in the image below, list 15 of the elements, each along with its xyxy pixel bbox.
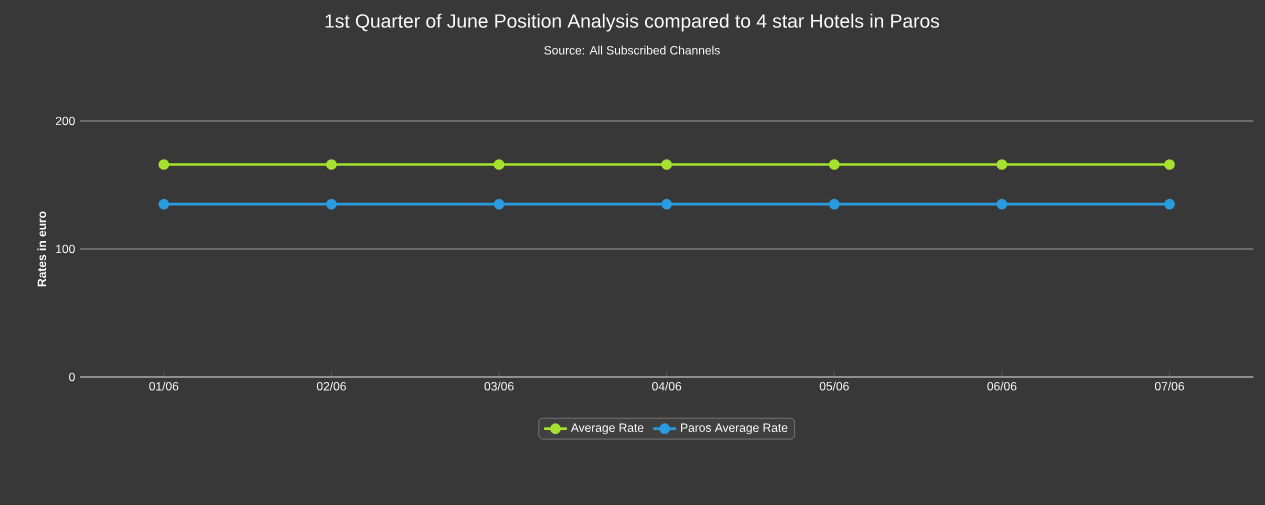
y-tick-label: 0 bbox=[69, 372, 75, 382]
chart-subtitle: Source: All Subscribed Channels bbox=[544, 45, 720, 55]
x-tick-label: 06/06 bbox=[987, 381, 1017, 391]
y-tick-label: 200 bbox=[55, 116, 75, 126]
legend-label: Paros Average Rate bbox=[681, 423, 788, 435]
x-tick-label: 07/06 bbox=[1154, 381, 1185, 391]
chart-title: 1st Quarter of June Position Analysis compared to 4 star Hotels in Paros bbox=[325, 13, 940, 32]
x-tick-label: 04/06 bbox=[652, 381, 682, 391]
x-tick-label: 03/06 bbox=[484, 381, 514, 391]
y-axis-title: Rates in euro bbox=[37, 211, 47, 287]
legend-label: Average Rate bbox=[570, 423, 644, 435]
x-tick-label: 01/06 bbox=[149, 381, 179, 391]
x-tick-label: 02/06 bbox=[316, 381, 346, 391]
y-tick-label: 100 bbox=[56, 244, 75, 254]
x-tick-label: 05/06 bbox=[819, 381, 849, 391]
